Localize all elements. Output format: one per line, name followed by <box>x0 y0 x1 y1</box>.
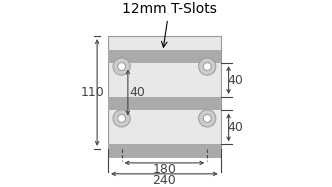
Text: 40: 40 <box>227 121 243 134</box>
Text: 180: 180 <box>152 163 176 176</box>
Circle shape <box>113 110 130 127</box>
Bar <box>108 97 221 111</box>
Circle shape <box>118 114 125 122</box>
Text: 240: 240 <box>153 174 176 187</box>
Circle shape <box>199 110 216 127</box>
Circle shape <box>203 63 211 70</box>
Text: 110: 110 <box>81 86 104 99</box>
Circle shape <box>113 58 130 75</box>
Text: 40: 40 <box>129 86 145 99</box>
Circle shape <box>199 58 216 75</box>
Bar <box>108 50 221 63</box>
Circle shape <box>203 114 211 122</box>
Circle shape <box>118 63 125 70</box>
Text: 40: 40 <box>227 73 243 87</box>
Bar <box>108 144 221 158</box>
Text: 12mm T-Slots: 12mm T-Slots <box>122 2 216 47</box>
FancyBboxPatch shape <box>108 36 221 149</box>
